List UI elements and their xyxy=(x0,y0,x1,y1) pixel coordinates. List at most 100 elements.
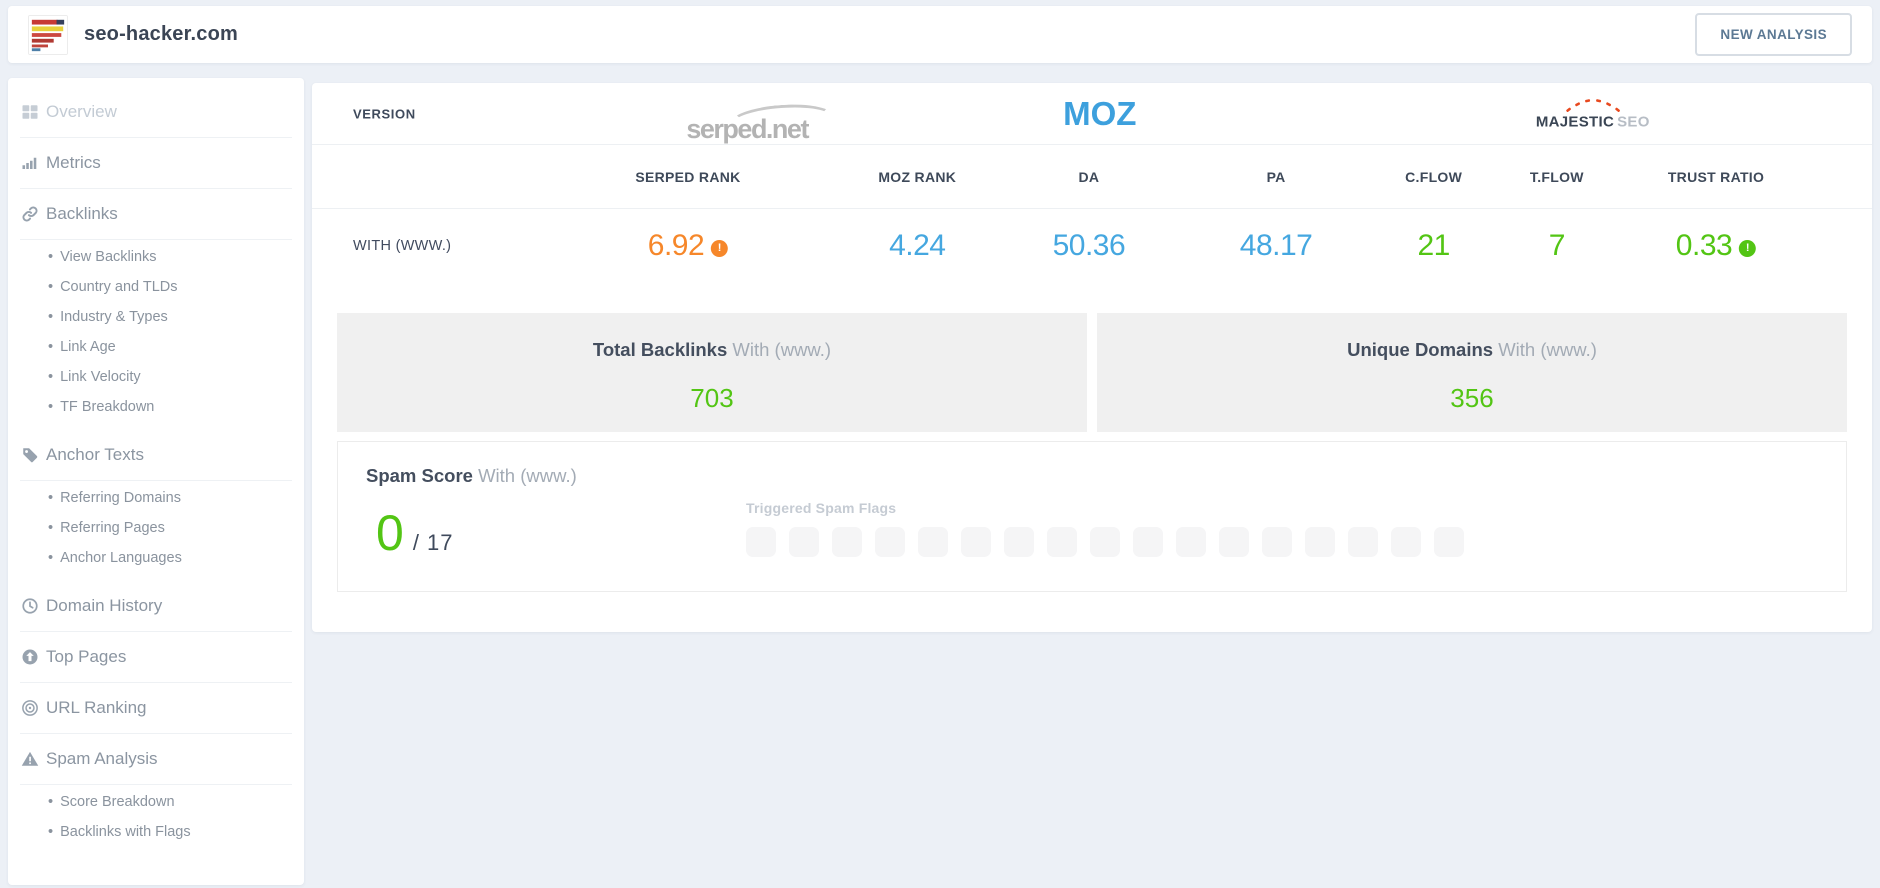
with-www-row: WITH (WWW.) 6.92 ! 4.24 50.36 48.17 21 7… xyxy=(312,209,1872,283)
spam-flag-square xyxy=(832,527,862,557)
spam-flag-square xyxy=(1133,527,1163,557)
sidebar-item-spam-analysis[interactable]: Spam Analysis xyxy=(8,734,304,784)
column-header-tflow: T.FLOW xyxy=(1529,168,1584,185)
spam-flag-square xyxy=(1219,527,1249,557)
sidebar-divider xyxy=(20,631,292,632)
backlinks-submenu: View Backlinks Country and TLDs Industry… xyxy=(8,240,304,430)
new-analysis-button[interactable]: NEW ANALYSIS xyxy=(1695,13,1852,56)
column-header-trust-ratio: TRUST RATIO xyxy=(1667,168,1765,185)
sidebar-subitem-link-velocity[interactable]: Link Velocity xyxy=(8,362,304,392)
pa-value: 48.17 xyxy=(1239,229,1313,262)
sidebar-divider xyxy=(20,239,292,240)
spam-flag-square xyxy=(746,527,776,557)
sidebar-subitem-country-tlds[interactable]: Country and TLDs xyxy=(8,272,304,302)
sidebar-subitem-view-backlinks[interactable]: View Backlinks xyxy=(8,242,304,272)
arrow-up-circle-icon xyxy=(21,648,39,666)
cflow-value: 21 xyxy=(1417,229,1450,262)
summary-cards-row: Total Backlinks With (www.) 703 Unique D… xyxy=(337,313,1847,432)
sidebar-divider xyxy=(20,188,292,189)
column-header-da: DA xyxy=(1078,168,1100,185)
sidebar-divider xyxy=(20,733,292,734)
spam-flag-square xyxy=(1176,527,1206,557)
sidebar-subitem-score-breakdown[interactable]: Score Breakdown xyxy=(8,787,304,817)
providers-row: VERSION serped.net MOZ MAJE xyxy=(312,83,1872,145)
clock-icon xyxy=(21,597,39,615)
sidebar-divider xyxy=(20,137,292,138)
column-header-cflow: C.FLOW xyxy=(1405,168,1463,185)
triggered-spam-flags-label: Triggered Spam Flags xyxy=(746,500,897,516)
sidebar-subitem-link-age[interactable]: Link Age xyxy=(8,332,304,362)
spam-score-max: / 17 xyxy=(412,530,454,555)
sidebar-item-label: Anchor Texts xyxy=(46,445,144,464)
moz-rank-value: 4.24 xyxy=(889,229,946,262)
sidebar-divider xyxy=(20,682,292,683)
spam-flag-square xyxy=(1047,527,1077,557)
total-backlinks-value: 703 xyxy=(690,383,734,413)
sidebar-item-metrics[interactable]: Metrics xyxy=(8,138,304,188)
link-icon xyxy=(21,205,39,223)
spam-flag-square xyxy=(1004,527,1034,557)
with-www-suffix: With (www.) xyxy=(1498,339,1597,360)
anchor-texts-submenu: Referring Domains Referring Pages Anchor… xyxy=(8,481,304,581)
sidebar-nav: Overview Metrics Backlinks View Backlink… xyxy=(8,78,304,885)
sidebar-item-label: Top Pages xyxy=(46,647,127,666)
spam-flags-row xyxy=(746,527,1464,557)
sidebar-subitem-referring-domains[interactable]: Referring Domains xyxy=(8,483,304,513)
serped-rank-value: 6.92 ! xyxy=(648,229,729,263)
spam-analysis-submenu: Score Breakdown Backlinks with Flags xyxy=(8,785,304,855)
target-eye-icon xyxy=(21,699,39,717)
spam-flag-square xyxy=(1305,527,1335,557)
sidebar-subitem-referring-pages[interactable]: Referring Pages xyxy=(8,513,304,543)
sidebar-item-top-pages[interactable]: Top Pages xyxy=(8,632,304,682)
sidebar-subitem-industry-types[interactable]: Industry & Types xyxy=(8,302,304,332)
sidebar-subitem-tf-breakdown[interactable]: TF Breakdown xyxy=(8,392,304,422)
row-label-with-www: WITH (WWW.) xyxy=(353,238,452,254)
warning-circle-icon[interactable]: ! xyxy=(711,239,729,257)
sidebar-item-domain-history[interactable]: Domain History xyxy=(8,581,304,631)
sidebar-subitem-anchor-languages[interactable]: Anchor Languages xyxy=(8,543,304,573)
spam-flag-square xyxy=(1090,527,1120,557)
sidebar-divider xyxy=(20,480,292,481)
site-brand: seo-hacker.com xyxy=(28,14,238,55)
sidebar-item-label: Metrics xyxy=(46,153,101,172)
grid-icon xyxy=(21,103,39,121)
spam-flag-square xyxy=(789,527,819,557)
warning-triangle-icon xyxy=(21,750,39,768)
unique-domains-card: Unique Domains With (www.) 356 xyxy=(1097,313,1847,432)
unique-domains-title: Unique Domains With (www.) xyxy=(1347,339,1597,360)
total-backlinks-title: Total Backlinks With (www.) xyxy=(592,339,832,360)
column-header-serped-rank: SERPED RANK xyxy=(635,168,741,185)
spam-score-number: 0 xyxy=(376,505,404,561)
moz-logo: MOZ xyxy=(1063,94,1137,132)
page-title: seo-hacker.com xyxy=(84,23,238,45)
tag-icon xyxy=(21,446,39,464)
top-bar: seo-hacker.com NEW ANALYSIS xyxy=(8,6,1872,63)
sidebar-item-backlinks[interactable]: Backlinks xyxy=(8,189,304,239)
with-www-suffix: With (www.) xyxy=(478,465,577,486)
info-circle-icon[interactable]: ! xyxy=(1739,239,1757,257)
serped-logo: serped.net xyxy=(686,100,836,144)
sidebar-item-overview[interactable]: Overview xyxy=(8,87,304,137)
majestic-seo-logo: MAJESTIC SEO xyxy=(1536,97,1650,130)
sidebar-item-label: Spam Analysis xyxy=(46,749,158,768)
metric-columns-row: SERPED RANK MOZ RANK DA PA C.FLOW T.FLOW… xyxy=(312,145,1872,209)
column-header-pa: PA xyxy=(1266,168,1286,185)
sidebar-subitem-backlinks-with-flags[interactable]: Backlinks with Flags xyxy=(8,817,304,847)
column-header-moz-rank: MOZ RANK xyxy=(878,168,957,185)
spam-score-title: Spam Score With (www.) xyxy=(366,465,577,486)
sidebar-item-url-ranking[interactable]: URL Ranking xyxy=(8,683,304,733)
spam-flag-square xyxy=(918,527,948,557)
majestic-arc-decoration xyxy=(1565,98,1620,112)
spam-flag-square xyxy=(1262,527,1292,557)
sidebar-item-anchor-texts[interactable]: Anchor Texts xyxy=(8,430,304,480)
spam-score-section: Spam Score With (www.) 0 / 17 Triggered … xyxy=(337,441,1847,592)
spam-flag-square xyxy=(875,527,905,557)
spam-flag-square xyxy=(1434,527,1464,557)
spam-flag-square xyxy=(1348,527,1378,557)
triggered-spam-flags-block: Triggered Spam Flags xyxy=(746,500,1464,557)
bar-chart-icon xyxy=(21,154,39,172)
sidebar-item-label: Domain History xyxy=(46,596,163,615)
tflow-value: 7 xyxy=(1548,229,1566,262)
trust-ratio-value: 0.33 ! xyxy=(1676,229,1757,263)
